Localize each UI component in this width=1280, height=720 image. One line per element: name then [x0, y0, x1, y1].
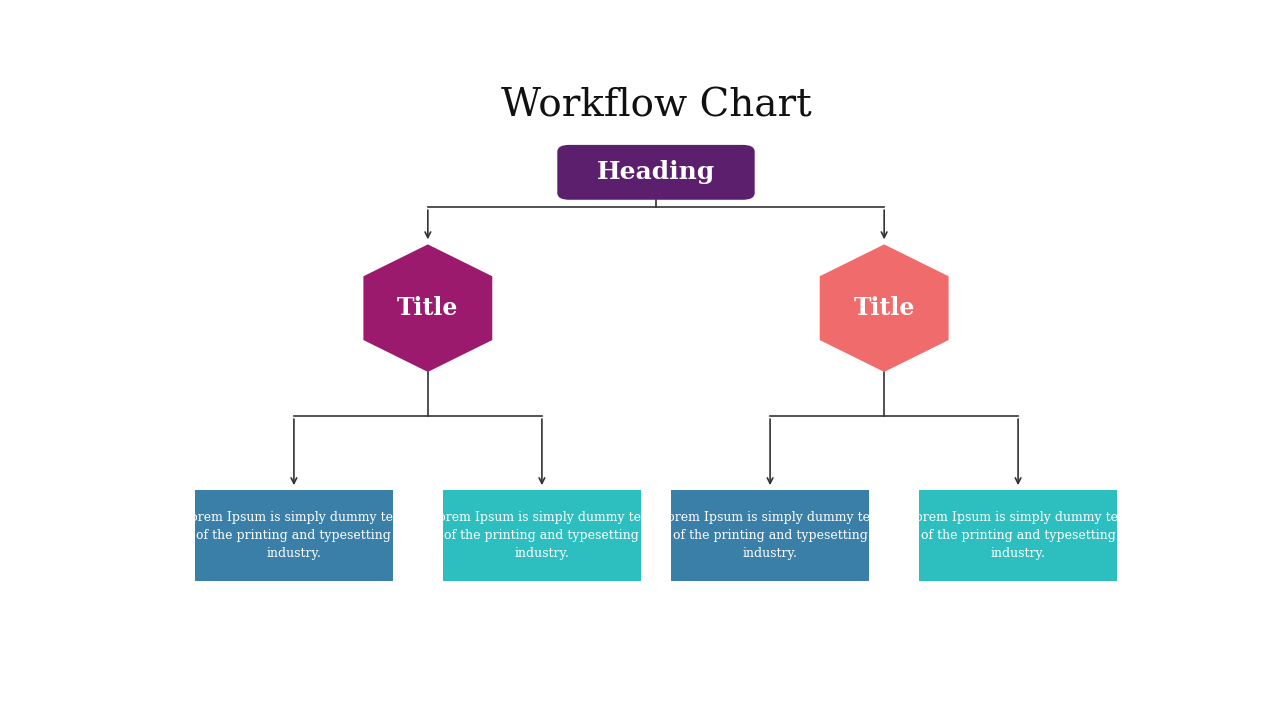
Polygon shape — [819, 244, 948, 372]
FancyBboxPatch shape — [557, 145, 755, 199]
Text: Lorem Ipsum is simply dummy text
of the printing and typesetting
industry.: Lorem Ipsum is simply dummy text of the … — [659, 511, 882, 560]
FancyBboxPatch shape — [443, 490, 641, 581]
FancyBboxPatch shape — [195, 490, 393, 581]
Text: Lorem Ipsum is simply dummy text
of the printing and typesetting
industry.: Lorem Ipsum is simply dummy text of the … — [430, 511, 653, 560]
FancyBboxPatch shape — [919, 490, 1117, 581]
Text: Heading: Heading — [596, 161, 716, 184]
FancyBboxPatch shape — [671, 490, 869, 581]
Text: Lorem Ipsum is simply dummy text
of the printing and typesetting
industry.: Lorem Ipsum is simply dummy text of the … — [183, 511, 406, 560]
Text: Lorem Ipsum is simply dummy text
of the printing and typesetting
industry.: Lorem Ipsum is simply dummy text of the … — [906, 511, 1129, 560]
Text: Workflow Chart: Workflow Chart — [500, 87, 812, 125]
Text: Title: Title — [854, 296, 915, 320]
Text: Title: Title — [397, 296, 458, 320]
Polygon shape — [364, 244, 493, 372]
